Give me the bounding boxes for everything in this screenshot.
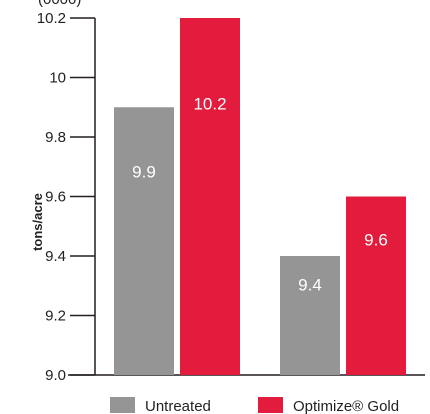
y-tick-label: 9.2 bbox=[45, 308, 66, 325]
data-label: 9.4 bbox=[298, 276, 322, 295]
data-label: 10.2 bbox=[193, 95, 226, 114]
legend-label: Optimize® Gold bbox=[293, 398, 399, 414]
y-tick-label: 10.2 bbox=[37, 10, 66, 27]
bar bbox=[180, 18, 240, 375]
y-tick-label: 9.6 bbox=[45, 189, 66, 206]
y-tick-label: 10 bbox=[49, 70, 66, 87]
legend-swatch bbox=[110, 397, 135, 413]
data-label: 9.6 bbox=[364, 230, 388, 249]
bar bbox=[114, 107, 174, 375]
y-axis-title: tons/acre bbox=[30, 193, 45, 251]
legend-label: Untreated bbox=[145, 398, 211, 414]
bar bbox=[346, 196, 406, 375]
legend: Untreated Optimize® Gold bbox=[110, 397, 399, 414]
y-tick-label: 9.4 bbox=[45, 248, 66, 265]
data-label: 9.9 bbox=[132, 163, 156, 182]
legend-swatch bbox=[258, 397, 283, 413]
bar bbox=[280, 256, 340, 375]
y-tick-label: 9.8 bbox=[45, 129, 66, 146]
bars: 9.9 10.2 9.4 9.6 bbox=[114, 18, 406, 375]
y-tick-label: 9.0 bbox=[45, 367, 66, 384]
title-fragment: (0000) bbox=[38, 0, 81, 8]
